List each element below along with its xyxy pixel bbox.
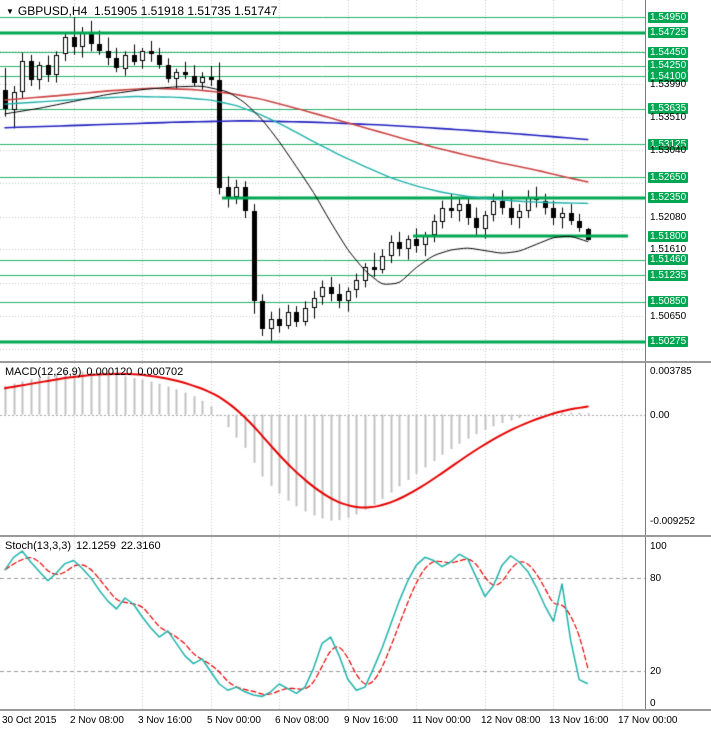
price-tick-label: 1.52080 (650, 212, 687, 223)
time-label: 9 Nov 16:00 (344, 715, 398, 726)
macd-axis-label: 0.00 (650, 410, 670, 421)
macd-label: MACD(12,26,9) 0.000120 0.000702 (5, 366, 188, 378)
stoch-main-value: 12.1259 (76, 540, 116, 552)
time-label: 2 Nov 08:00 (70, 715, 124, 726)
time-label: 5 Nov 00:00 (207, 715, 261, 726)
price-tick-label: 1.53510 (650, 112, 687, 123)
price-level-label: 1.54100 (648, 71, 689, 82)
time-label: 17 Nov 00:00 (618, 715, 678, 726)
price-tick-label: 1.53990 (650, 79, 687, 90)
stoch-name: Stoch(13,3,3) (5, 540, 72, 552)
macd-axis-label: 0.003785 (650, 366, 692, 377)
stoch-panel-separator[interactable] (0, 535, 711, 537)
main-price-scale[interactable]: 1.54950 1.54725 1.54450 1.54250 1.54100 1.536… (645, 0, 711, 361)
time-label: 3 Nov 16:00 (138, 715, 192, 726)
macd-panel-separator[interactable] (0, 361, 711, 363)
macd-main-value: 0.000120 (86, 366, 133, 378)
time-label: 6 Nov 08:00 (275, 715, 329, 726)
time-axis-separator (0, 709, 711, 711)
price-level-label: 1.54950 (648, 12, 689, 23)
time-label: 11 Nov 00:00 (412, 715, 471, 726)
stoch-panel: Stoch(13,3,3) 12.1259 22.3160 100 80 20 0 (0, 537, 711, 709)
price-level-label: 1.50275 (648, 336, 689, 347)
price-level-label: 1.52650 (648, 172, 689, 183)
main-chart-panel: ▼ GBPUSD,H4 1.51905 1.51918 1.51735 1.517… (0, 0, 711, 361)
chart-dropdown-icon: ▼ (6, 7, 14, 16)
macd-axis-label: -0.009252 (650, 516, 696, 527)
ohlc-quote: 1.51905 1.51918 1.51735 1.51747 (93, 4, 278, 18)
macd-canvas[interactable] (0, 363, 645, 535)
price-level-label: 1.51800 (648, 231, 689, 242)
price-level-label: 1.51460 (648, 254, 689, 265)
price-level-label: 1.52350 (648, 192, 689, 203)
price-level-label: 1.50850 (648, 296, 689, 307)
stoch-scale[interactable]: 100 80 20 0 (645, 537, 711, 709)
price-level-label: 1.54250 (648, 60, 689, 71)
time-axis[interactable]: 30 Oct 2015 2 Nov 08:00 3 Nov 16:00 5 Nov 0… (0, 711, 711, 734)
stoch-axis-label: 0 (650, 698, 656, 709)
stoch-canvas[interactable] (0, 537, 645, 709)
price-level-label: 1.51235 (648, 270, 689, 281)
symbol-timeframe: GBPUSD,H4 (17, 4, 88, 18)
price-level-label: 1.53125 (648, 139, 689, 150)
stoch-label: Stoch(13,3,3) 12.1259 22.3160 (5, 540, 166, 552)
price-tick-label: 1.50650 (650, 311, 687, 322)
price-level-label: 1.54450 (648, 47, 689, 58)
time-label: 30 Oct 2015 (2, 715, 57, 726)
macd-name: MACD(12,26,9) (5, 366, 82, 378)
price-level-label: 1.53635 (648, 103, 689, 114)
chart-title: ▼ GBPUSD,H4 1.51905 1.51918 1.51735 1.517… (6, 4, 277, 18)
stoch-axis-label: 100 (650, 541, 667, 552)
stoch-signal-value: 22.3160 (120, 540, 161, 552)
candlestick-canvas[interactable] (0, 0, 645, 361)
macd-panel: MACD(12,26,9) 0.000120 0.000702 0.003785 0.… (0, 363, 711, 535)
price-tick-label: 1.51610 (650, 244, 687, 255)
time-label: 12 Nov 08:00 (481, 715, 541, 726)
macd-scale[interactable]: 0.003785 0.00 -0.009252 (645, 363, 711, 535)
macd-signal-value: 0.000702 (137, 366, 184, 378)
stoch-axis-label: 20 (650, 666, 662, 677)
price-tick-label: 1.53040 (650, 145, 687, 156)
stoch-axis-label: 80 (650, 573, 662, 584)
time-label: 13 Nov 16:00 (549, 715, 609, 726)
price-level-label: 1.54725 (648, 27, 689, 38)
